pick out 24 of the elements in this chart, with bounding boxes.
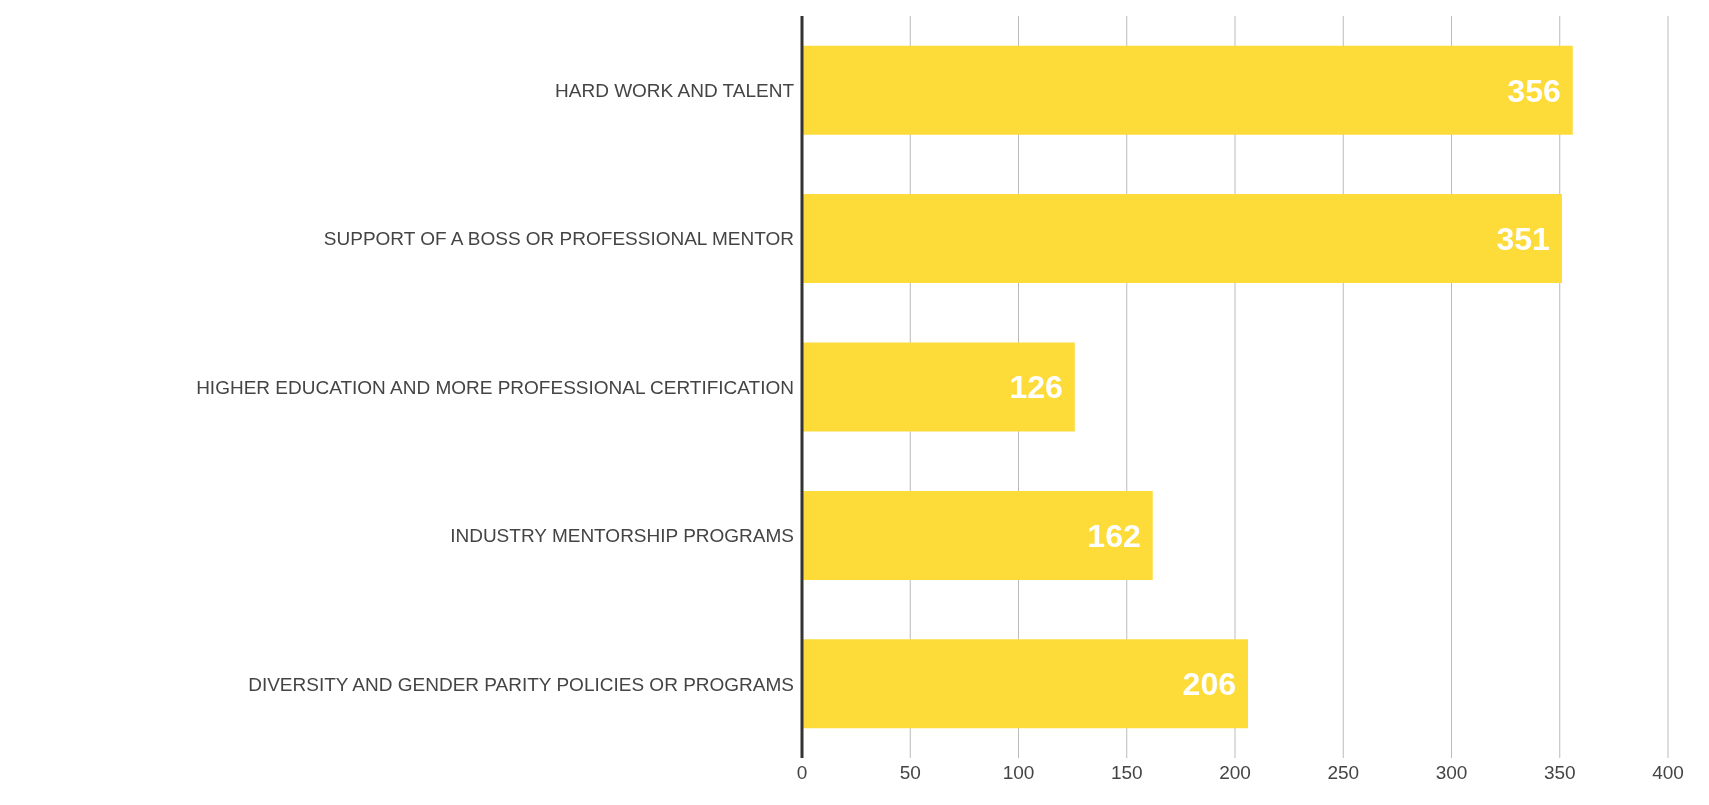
bar — [802, 194, 1562, 284]
x-tick-label: 400 — [1652, 762, 1684, 784]
y-tick-label: HARD WORK AND TALENT — [555, 79, 795, 101]
x-tick-label: 150 — [1110, 762, 1143, 784]
bar — [802, 342, 1075, 432]
x-tick-label: 350 — [1543, 762, 1576, 784]
x-tick-label: 200 — [1219, 762, 1251, 784]
data-label: 126 — [1009, 369, 1063, 406]
y-tick-label: HIGHER EDUCATION AND MORE PROFESSIONAL CERTIFICATION — [196, 376, 794, 398]
bar — [802, 490, 1153, 580]
data-label: 356 — [1507, 72, 1561, 109]
x-tick-label: 0 — [796, 762, 808, 784]
y-tick-label: DIVERSITY AND GENDER PARITY POLICIES OR PROGRAMS — [248, 673, 794, 695]
data-label: 162 — [1087, 517, 1141, 554]
bar — [802, 639, 1248, 729]
x-tick-label: 300 — [1435, 762, 1468, 784]
x-tick-label: 50 — [899, 762, 921, 784]
x-tick-label: 100 — [1002, 762, 1035, 784]
bar — [802, 45, 1573, 135]
data-label: 351 — [1496, 220, 1550, 257]
y-tick-label: SUPPORT OF A BOSS OR PROFESSIONAL MENTOR — [323, 228, 794, 250]
x-tick-label: 250 — [1327, 762, 1360, 784]
data-label: 206 — [1182, 666, 1236, 703]
y-tick-label: INDUSTRY MENTORSHIP PROGRAMS — [450, 525, 794, 547]
